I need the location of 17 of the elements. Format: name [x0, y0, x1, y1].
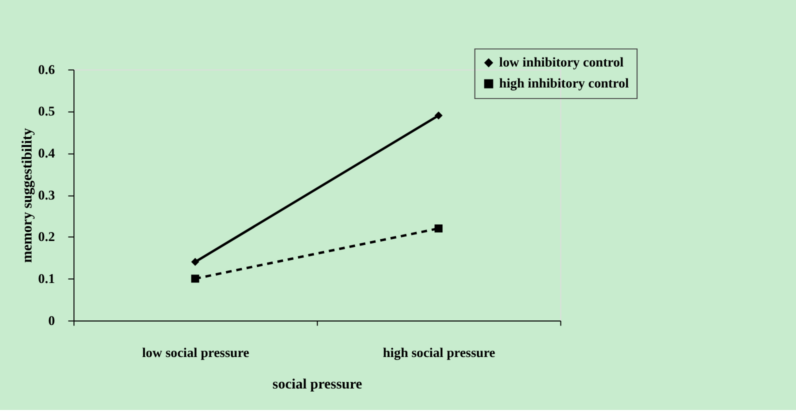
y-axis-title: memory suggestibility — [19, 127, 36, 263]
legend-label: high inhibitory control — [499, 76, 630, 91]
y-tick-label: 0.3 — [38, 187, 56, 202]
y-tick-label: 0 — [48, 312, 56, 328]
y-tick-label: 0.5 — [38, 104, 56, 119]
point — [434, 111, 443, 120]
y-tick-label: 0.1 — [38, 270, 55, 286]
point — [191, 258, 200, 266]
y-tick-label: 0.6 — [38, 62, 56, 77]
legend-label: low inhibitory control — [499, 54, 624, 70]
x-tick-label: high social pressure — [382, 345, 496, 360]
point — [191, 274, 200, 283]
y-tick-label: 0.2 — [38, 229, 56, 244]
y-tick-label: 0.4 — [38, 145, 56, 160]
x-tick-label: low social pressure — [142, 345, 250, 360]
point — [434, 224, 443, 232]
x-axis-title: social pressure — [272, 376, 362, 393]
